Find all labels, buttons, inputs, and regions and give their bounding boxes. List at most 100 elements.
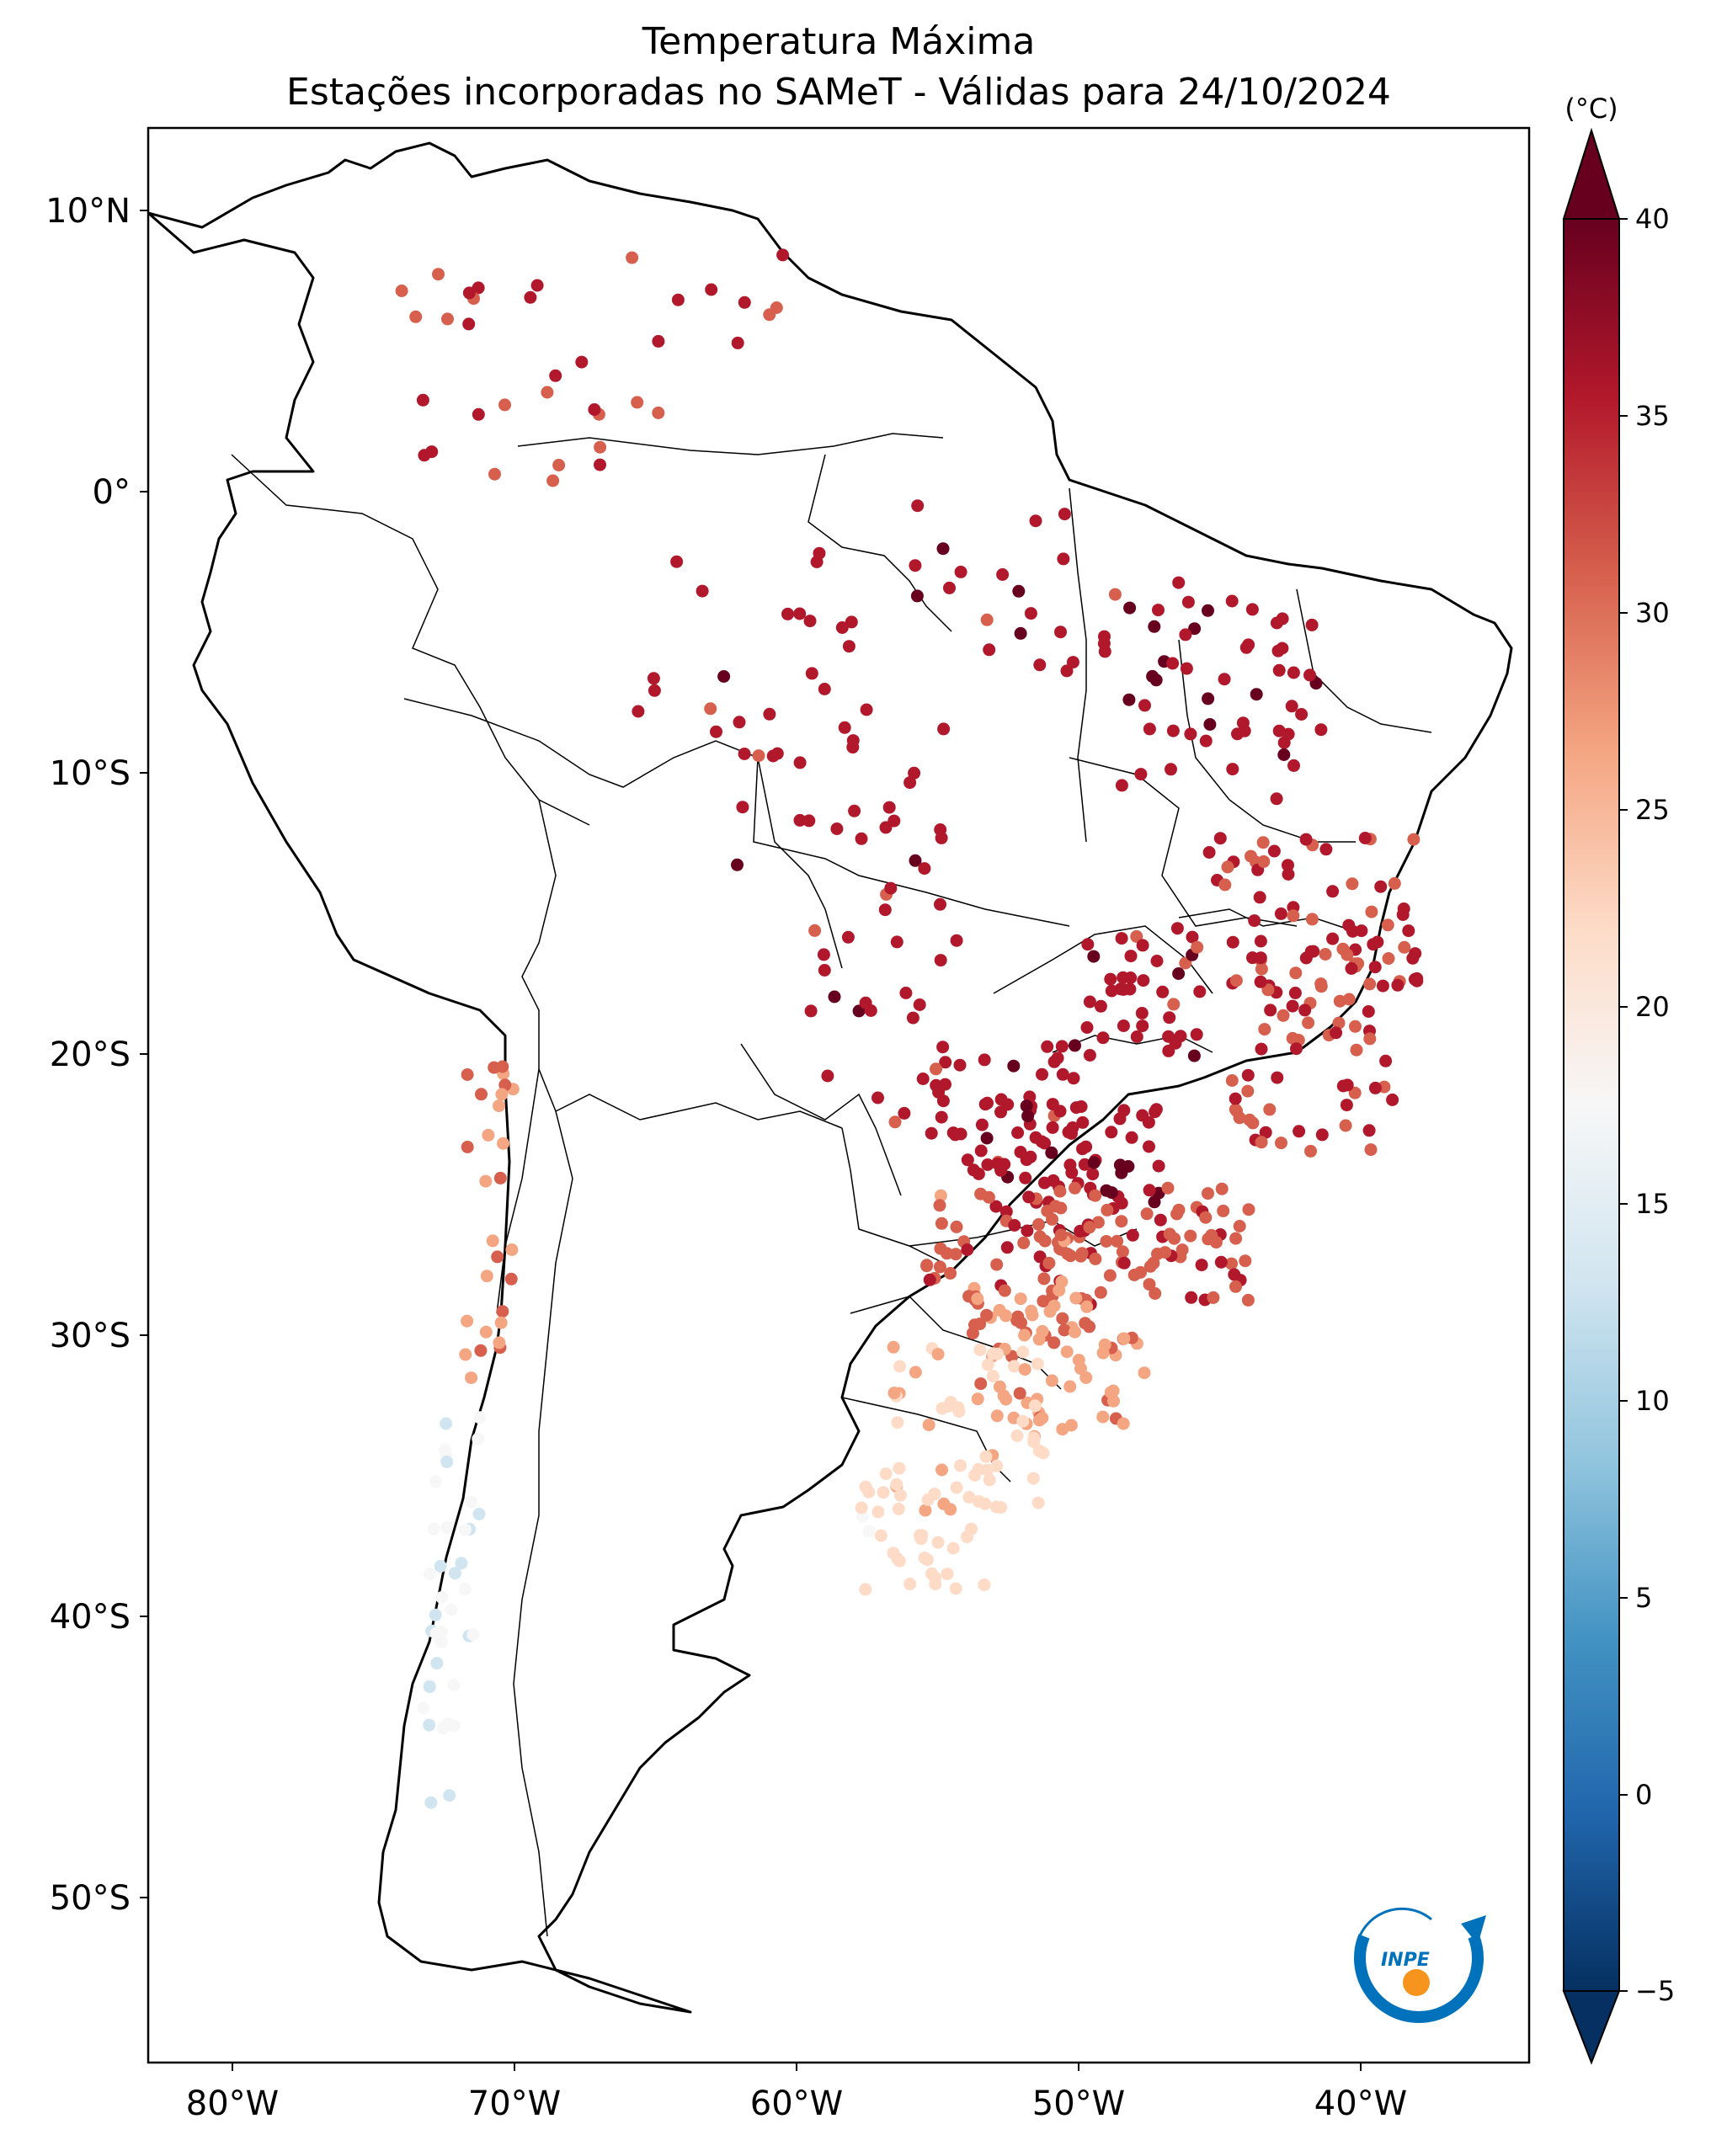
station-dot — [973, 1344, 987, 1356]
station-dot — [479, 1174, 493, 1188]
station-dot — [434, 1559, 447, 1573]
station-dot — [1319, 948, 1332, 961]
station-dot — [978, 1578, 991, 1591]
station-dot — [1299, 833, 1313, 846]
station-dot — [472, 1432, 485, 1445]
station-dot — [1255, 1136, 1268, 1149]
station-dot — [841, 930, 855, 944]
station-dot — [1272, 663, 1286, 677]
station-dot — [1089, 1189, 1102, 1202]
station-dot — [472, 407, 485, 421]
station-dot — [1007, 1360, 1021, 1373]
station-dot — [418, 449, 431, 462]
station-dot — [1008, 1219, 1021, 1232]
station-dot — [1242, 638, 1255, 652]
station-dot — [1170, 1207, 1184, 1221]
station-dot — [935, 1463, 948, 1477]
station-dot — [1152, 604, 1165, 617]
station-dot — [1055, 1275, 1069, 1288]
station-dot — [1277, 748, 1291, 761]
station-dot — [671, 293, 685, 306]
station-dot — [1047, 1055, 1061, 1068]
station-dot — [479, 1325, 493, 1339]
station-dot — [1314, 977, 1328, 991]
station-dot — [1358, 832, 1372, 844]
station-dot — [1151, 1248, 1164, 1260]
station-dot — [474, 1344, 488, 1357]
station-dot — [971, 1292, 984, 1306]
station-dot — [1055, 1040, 1069, 1053]
station-dot — [933, 1260, 946, 1274]
station-dot — [1304, 1144, 1317, 1158]
station-dot — [705, 283, 718, 296]
station-dot — [427, 1522, 440, 1536]
station-dot — [1032, 1333, 1046, 1346]
station-dot — [1076, 1115, 1090, 1129]
station-dot — [1350, 1043, 1363, 1057]
station-dot — [1391, 978, 1405, 992]
station-dot — [1047, 1336, 1061, 1349]
station-dot — [1016, 1414, 1030, 1428]
station-dot — [473, 1411, 487, 1424]
station-dot — [486, 1234, 499, 1248]
station-dot — [1054, 626, 1067, 639]
station-dot — [738, 748, 751, 760]
station-dot — [1108, 588, 1122, 601]
station-dot — [417, 1701, 430, 1715]
station-dot — [1037, 1295, 1050, 1308]
station-dot — [1285, 700, 1298, 713]
station-dot — [1074, 1100, 1088, 1113]
station-dot — [1115, 1215, 1128, 1228]
station-dot — [1172, 576, 1186, 589]
station-dot — [1083, 995, 1096, 1009]
station-dot — [409, 310, 423, 323]
station-dot — [1229, 974, 1243, 988]
station-dot — [1113, 1112, 1127, 1126]
station-dot — [981, 1358, 994, 1371]
station-dot — [1396, 908, 1410, 921]
station-dot — [983, 1473, 996, 1487]
station-dot — [1101, 1203, 1114, 1216]
station-dot — [1143, 1278, 1156, 1291]
colorbar-tick-label: 5 — [1635, 1582, 1652, 1614]
station-dot — [1277, 1009, 1290, 1022]
station-dot — [1289, 966, 1303, 980]
colorbar-tick-label: 40 — [1635, 203, 1670, 235]
station-dot — [848, 804, 861, 817]
station-dot — [1286, 999, 1299, 1013]
station-dot — [1098, 645, 1111, 658]
station-dot — [898, 1106, 911, 1120]
map-title: Temperatura Máxima — [642, 20, 1036, 63]
station-dot — [1213, 832, 1227, 845]
station-dot — [1115, 779, 1128, 792]
station-dot — [818, 964, 831, 977]
station-dot — [1000, 1241, 1014, 1254]
station-dot — [1221, 860, 1234, 874]
station-dot — [423, 1718, 436, 1732]
station-dot — [731, 858, 744, 871]
station-dot — [1124, 972, 1138, 984]
station-dot — [445, 1603, 458, 1616]
country-borders — [231, 433, 1432, 1937]
station-dot — [1229, 1092, 1242, 1105]
station-dot — [1036, 1411, 1049, 1424]
station-dot — [594, 440, 607, 454]
colorbar-tick-label: 0 — [1635, 1779, 1652, 1811]
station-dot — [493, 1171, 507, 1184]
station-dot — [981, 1158, 994, 1171]
station-dot — [1021, 1224, 1034, 1238]
station-dot — [1255, 1042, 1268, 1056]
station-dot — [575, 355, 589, 369]
station-dot — [1274, 907, 1287, 920]
inpe-logo: INPE — [1354, 1907, 1486, 2023]
station-dot — [1184, 727, 1197, 741]
station-dot — [1087, 950, 1101, 963]
station-dot — [472, 1508, 486, 1520]
station-dot — [459, 1348, 472, 1361]
station-dot — [903, 1578, 917, 1590]
station-dot — [935, 1216, 948, 1230]
station-dot — [1117, 1256, 1131, 1270]
station-dot — [1143, 1140, 1155, 1153]
station-dot — [994, 1501, 1008, 1515]
